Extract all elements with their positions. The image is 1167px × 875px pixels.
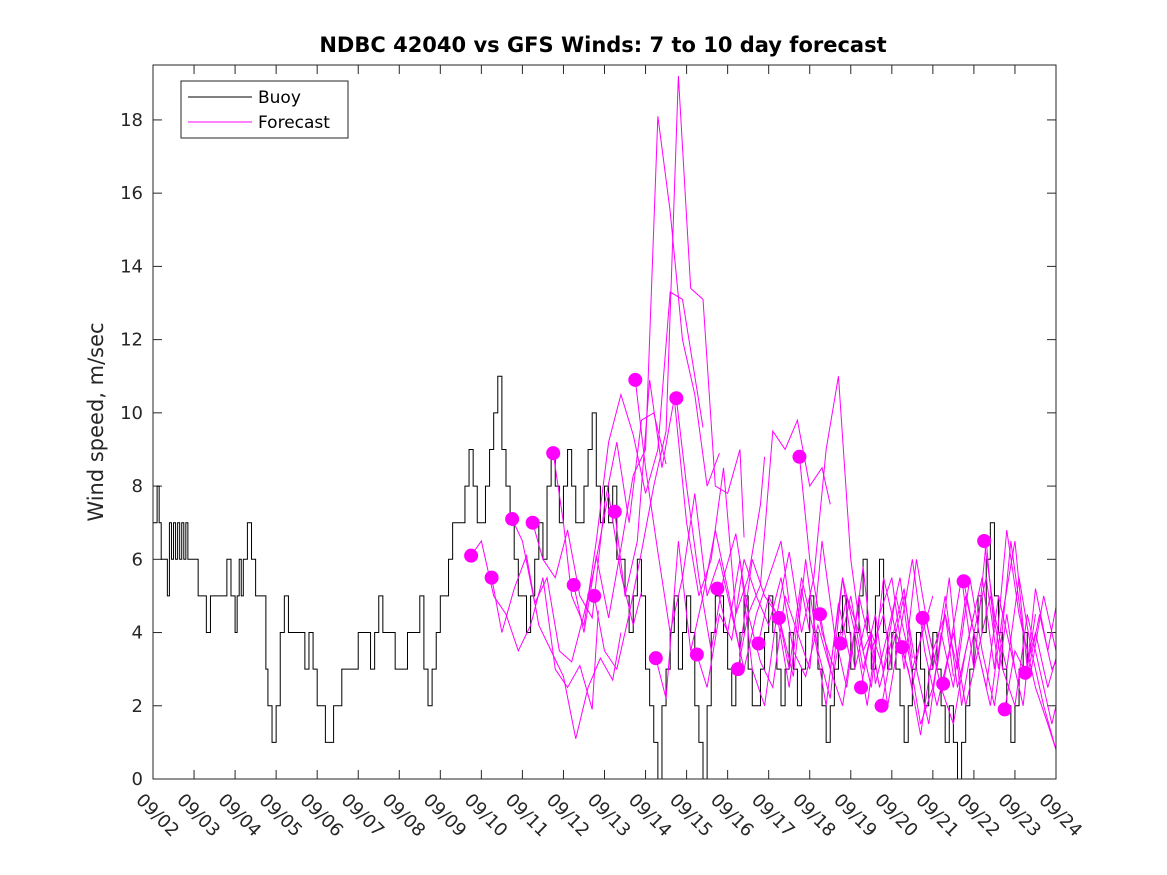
forecast-line bbox=[963, 540, 1056, 750]
forecast-marker bbox=[464, 548, 479, 563]
y-tick-label: 14 bbox=[120, 256, 143, 277]
forecast-marker bbox=[751, 636, 766, 651]
forecast-line bbox=[1004, 614, 1056, 710]
legend: Buoy Forecast bbox=[180, 80, 349, 139]
chart-title: NDBC 42040 vs GFS Winds: 7 to 10 day for… bbox=[319, 33, 886, 57]
y-tick-label: 4 bbox=[132, 623, 143, 644]
forecast-line bbox=[840, 540, 995, 706]
forecast-marker bbox=[771, 610, 786, 625]
forecast-marker bbox=[628, 372, 643, 387]
legend-buoy-label: Buoy bbox=[258, 88, 301, 108]
forecast-line bbox=[532, 412, 667, 620]
y-tick-label: 12 bbox=[120, 330, 143, 351]
forecast-marker bbox=[546, 446, 561, 461]
forecast-marker bbox=[936, 676, 951, 691]
forecast-marker bbox=[977, 534, 992, 548]
plot-area bbox=[153, 65, 1056, 779]
forecast-line bbox=[1024, 632, 1056, 688]
forecast-line bbox=[614, 379, 766, 615]
forecast-marker bbox=[484, 570, 499, 585]
forecast-line bbox=[696, 559, 852, 706]
forecast-line bbox=[552, 291, 704, 628]
y-tick-label: 8 bbox=[132, 476, 143, 497]
forecast-marker bbox=[587, 588, 602, 603]
forecast-marker bbox=[1018, 665, 1033, 680]
forecast-marker bbox=[505, 512, 520, 527]
forecast-line bbox=[470, 539, 599, 710]
forecast-line bbox=[655, 529, 811, 699]
legend-forecast-label: Forecast bbox=[258, 113, 330, 133]
y-tick-label: 18 bbox=[120, 110, 143, 131]
y-tick-label: 2 bbox=[132, 696, 143, 717]
axes-frame bbox=[152, 64, 1057, 780]
forecast-marker bbox=[730, 662, 745, 677]
y-tick-label: 16 bbox=[120, 183, 143, 204]
forecast-line bbox=[573, 116, 720, 633]
forecast-marker bbox=[669, 391, 684, 406]
forecast-marker bbox=[607, 504, 622, 519]
y-tick-label: 10 bbox=[120, 403, 143, 424]
forecast-line bbox=[675, 398, 831, 651]
forecast-marker bbox=[566, 577, 581, 592]
forecast-marker bbox=[997, 702, 1012, 717]
forecast-marker bbox=[833, 636, 848, 651]
forecast-line bbox=[634, 379, 790, 670]
forecast-markers bbox=[464, 372, 1033, 717]
forecast-line bbox=[922, 529, 1056, 688]
forecast-marker bbox=[915, 610, 930, 625]
legend-box bbox=[180, 80, 349, 139]
y-axis-label: Wind speed, m/sec bbox=[84, 322, 108, 521]
forecast-line bbox=[491, 553, 622, 739]
forecast-marker bbox=[648, 651, 663, 666]
forecast-marker bbox=[854, 680, 869, 695]
forecast-marker bbox=[956, 574, 971, 589]
forecast-marker bbox=[710, 581, 725, 596]
forecast-marker bbox=[792, 449, 807, 464]
forecast-line bbox=[716, 376, 872, 706]
y-tick-labels: 0 2 4 6 8 10 12 14 16 18 bbox=[120, 110, 143, 790]
y-tick-label: 0 bbox=[132, 769, 143, 790]
forecast-series-group bbox=[470, 75, 1056, 750]
forecast-marker bbox=[689, 647, 704, 662]
y-tick-label: 6 bbox=[132, 549, 143, 570]
forecast-marker bbox=[874, 698, 889, 713]
forecast-line bbox=[942, 595, 1056, 725]
forecast-marker bbox=[895, 640, 910, 655]
axis-ticks bbox=[152, 65, 1057, 780]
forecast-marker bbox=[812, 607, 827, 622]
forecast-line bbox=[778, 566, 934, 706]
forecast-marker bbox=[525, 515, 540, 530]
forecast-line bbox=[983, 540, 1056, 750]
